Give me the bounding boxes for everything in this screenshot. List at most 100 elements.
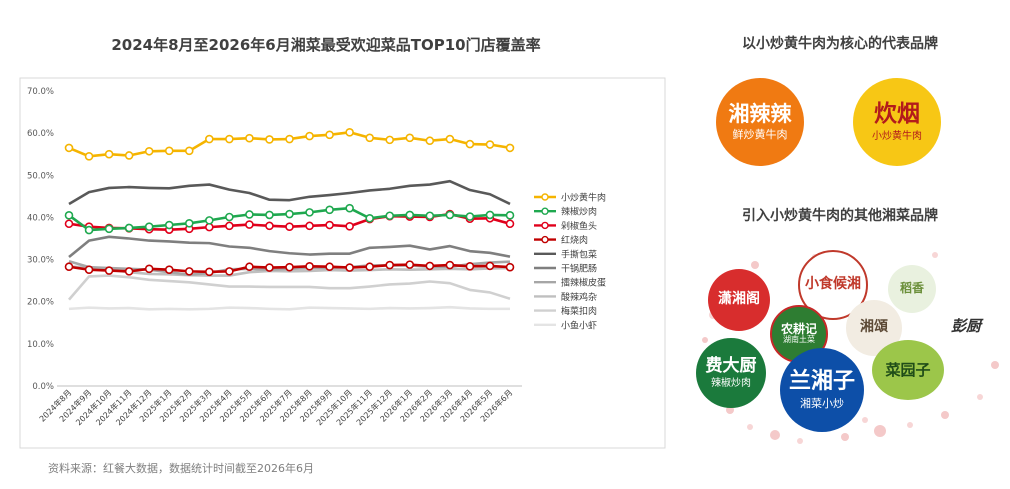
data-point: [265, 135, 274, 144]
data-point: [84, 152, 94, 161]
data-point: [305, 262, 314, 271]
brand-logo-name: 费大厨: [705, 356, 757, 377]
legend-marker: [541, 207, 549, 215]
data-point: [445, 260, 455, 270]
data-point: [205, 216, 214, 225]
data-point: [64, 143, 74, 153]
data-point: [465, 212, 475, 221]
y-tick-label: 40.0%: [27, 213, 54, 223]
y-tick-label: 30.0%: [27, 256, 54, 266]
data-point: [345, 127, 354, 137]
data-point: [104, 266, 114, 275]
brand-logo-name: 湘頌: [860, 319, 888, 336]
brand-logo-feidachu: 费大厨 辣椒炒肉: [696, 338, 766, 408]
brand-logo-subtitle: 鲜炒黄牛肉: [732, 128, 788, 141]
series-line: [68, 274, 511, 301]
data-point: [225, 267, 234, 276]
data-point: [124, 267, 134, 276]
data-point: [325, 205, 334, 215]
data-point: [505, 219, 515, 229]
data-point: [305, 131, 314, 141]
chart-frame: [19, 77, 666, 449]
y-tick-label: 0.0%: [32, 382, 54, 392]
data-point: [385, 260, 395, 270]
data-point: [164, 265, 174, 274]
data-point: [265, 263, 274, 272]
data-point: [104, 149, 114, 159]
data-point: [325, 220, 334, 230]
data-point: [245, 210, 254, 219]
data-point: [485, 210, 495, 220]
data-point: [345, 203, 354, 213]
data-point: [205, 267, 214, 277]
legend-label: 擂辣椒皮蛋: [561, 277, 606, 289]
data-point: [265, 221, 274, 231]
brand-logo-xianglala: 湘辣辣 鲜炒黄牛肉: [716, 78, 804, 166]
data-point: [144, 222, 154, 231]
data-point: [64, 211, 74, 220]
brand-logo-xiaoxiangge: 潇湘阁: [708, 269, 770, 331]
brand-logo-name: 湘辣辣: [728, 101, 792, 126]
data-point: [225, 212, 234, 222]
legend-label: 酸辣鸡杂: [561, 291, 597, 303]
data-point: [485, 140, 495, 149]
chart-title: 2024年8月至2026年6月湘菜最受欢迎菜品TOP10门店覆盖率: [111, 36, 541, 54]
legend-label: 手撕包菜: [561, 248, 597, 260]
data-point: [205, 134, 214, 144]
data-point: [425, 136, 435, 146]
brand-logo-lanxiangzi: 兰湘子 湘菜小炒: [780, 348, 864, 432]
data-point: [345, 221, 354, 231]
data-point: [325, 130, 334, 140]
source-note: 资料来源：红餐大数据，数据统计时间截至2026年6月: [48, 462, 314, 475]
brand-logo-subtitle: 湘菜小炒: [800, 396, 844, 410]
data-point: [164, 146, 174, 156]
legend-marker: [541, 193, 549, 201]
y-tick-label: 10.0%: [27, 340, 54, 350]
data-point: [64, 219, 74, 229]
legend-label: 梅菜扣肉: [561, 305, 597, 317]
brand-logo-subtitle: 湖南土菜: [783, 335, 815, 345]
data-point: [184, 219, 194, 228]
data-point: [64, 262, 74, 272]
legend-marker: [541, 221, 549, 230]
data-point: [245, 220, 254, 229]
data-point: [164, 220, 174, 230]
legend-label: 小鱼小虾: [561, 319, 597, 331]
brand-logo-subtitle: 辣椒炒肉: [711, 377, 751, 389]
data-point: [405, 133, 415, 143]
series-line: [68, 235, 511, 259]
brand-logo-name: 小食候湘: [805, 276, 861, 293]
data-point: [505, 262, 515, 272]
line-chart: 0.0%10.0%20.0%30.0%40.0%50.0%60.0%70.0%2…: [19, 77, 666, 449]
data-point: [225, 134, 234, 144]
y-tick-label: 20.0%: [27, 298, 54, 308]
data-point: [144, 264, 154, 274]
y-tick-label: 60.0%: [27, 129, 54, 139]
y-tick-label: 70.0%: [27, 87, 54, 97]
data-point: [405, 210, 415, 220]
series-line: [68, 179, 511, 206]
data-point: [505, 211, 515, 220]
legend-label: 剁椒鱼头: [561, 220, 597, 232]
data-point: [124, 223, 134, 233]
data-point: [445, 134, 455, 144]
brand-logo-name: 炊烟: [874, 101, 920, 128]
data-point: [485, 261, 495, 271]
brand-logo-name: 菜园子: [885, 360, 931, 379]
data-point: [385, 211, 395, 221]
data-point: [465, 262, 475, 271]
other-brands-title: 引入小炒黄牛肉的其他湘菜品牌: [742, 208, 938, 224]
brand-logo-name: 农耕记: [780, 322, 817, 336]
data-point: [465, 139, 475, 149]
data-point: [325, 262, 334, 272]
series-line: [68, 305, 510, 311]
brand-logo-name: 潇湘阁: [718, 291, 760, 308]
data-point: [84, 265, 94, 274]
data-point: [305, 221, 314, 231]
legend-label: 辣椒炒肉: [561, 206, 597, 218]
data-point: [285, 262, 294, 272]
data-point: [84, 225, 94, 235]
data-point: [225, 221, 234, 231]
data-point: [365, 262, 374, 272]
data-point: [445, 210, 455, 220]
